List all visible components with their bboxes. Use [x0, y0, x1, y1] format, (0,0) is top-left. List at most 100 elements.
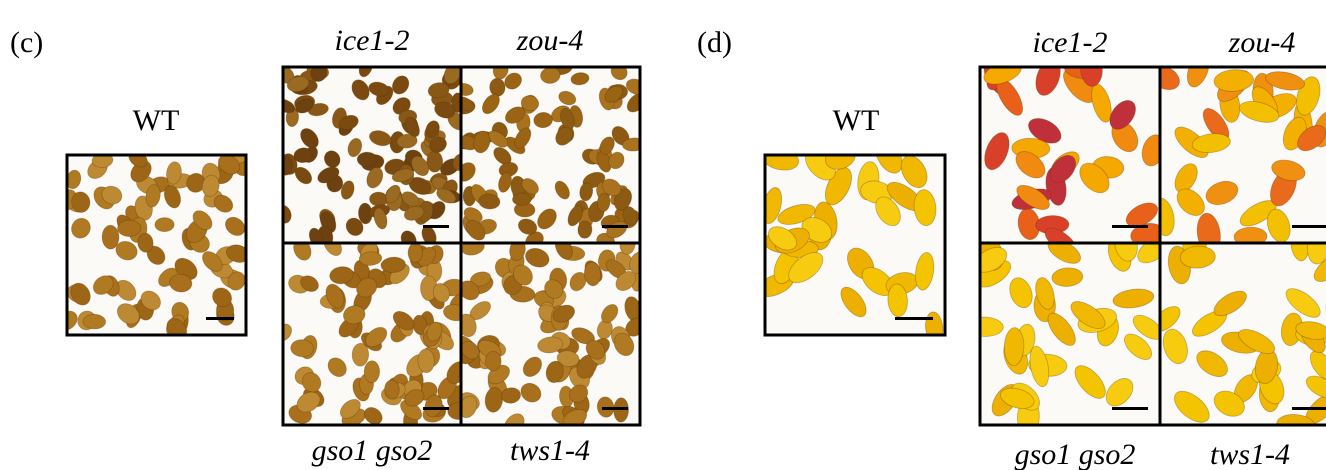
seed: [447, 401, 461, 420]
seed: [525, 248, 550, 268]
seed: [537, 208, 557, 230]
scale-bar: [602, 225, 628, 228]
frame: [65, 153, 248, 337]
seed: [568, 384, 589, 403]
mutant-label: tws1-4: [1210, 438, 1290, 470]
seed: [1130, 223, 1160, 243]
seed: [1265, 71, 1306, 91]
seed: [461, 83, 474, 97]
seed: [347, 137, 363, 158]
seed: [366, 167, 384, 189]
seed: [301, 372, 322, 393]
seed: [363, 407, 383, 425]
seed: [514, 127, 532, 149]
seed: [980, 247, 1008, 273]
seed: [225, 244, 246, 263]
seed: [556, 350, 580, 367]
seed: [1029, 345, 1050, 388]
seed: [512, 192, 532, 206]
seed: [1112, 288, 1155, 309]
seed: [913, 189, 937, 227]
seed: [325, 283, 345, 309]
seed: [116, 303, 140, 325]
seed: [426, 321, 443, 342]
seed: [427, 82, 450, 99]
seed: [604, 85, 624, 103]
seed: [225, 216, 246, 236]
seed: [1162, 328, 1188, 365]
seed: [345, 217, 364, 236]
seed: [1297, 125, 1326, 152]
seed: [339, 399, 361, 419]
seed: [545, 360, 564, 384]
seed: [533, 112, 553, 129]
seed: [130, 160, 152, 183]
scale-bar: [423, 225, 449, 228]
seed: [82, 313, 107, 330]
seed: [1271, 159, 1306, 182]
seed: [137, 232, 154, 253]
seed: [498, 172, 512, 193]
scale-bar: [1112, 407, 1148, 410]
seed: [392, 311, 415, 331]
seed: [1079, 162, 1110, 194]
seed: [1003, 327, 1025, 367]
scale-bar: [895, 317, 933, 320]
seed: [765, 155, 800, 171]
seed: [115, 279, 137, 301]
seed: [599, 136, 615, 155]
seed: [608, 151, 625, 170]
seed: [323, 243, 343, 256]
seed: [71, 191, 91, 213]
seed: [1114, 243, 1138, 262]
seed: [286, 76, 310, 92]
scale-bar: [206, 317, 234, 320]
seed: [1124, 333, 1153, 360]
scale-bar: [1292, 407, 1326, 410]
seed: [1196, 212, 1221, 243]
seed: [517, 218, 538, 235]
seed: [327, 357, 347, 377]
seed: [192, 210, 213, 231]
seed: [91, 155, 114, 168]
seed: [434, 101, 456, 119]
seed: [788, 252, 824, 284]
seed: [522, 356, 543, 377]
seed: [307, 102, 329, 117]
seed: [351, 342, 370, 367]
scale-bar: [423, 407, 449, 410]
seed: [425, 120, 440, 139]
seed: [1176, 188, 1205, 216]
seed: [380, 256, 406, 273]
seed: [1238, 329, 1276, 354]
seed: [384, 379, 400, 400]
seed: [101, 224, 120, 250]
seed-photo: [461, 243, 640, 425]
seed: [461, 395, 478, 419]
mutant-label: ice1-2: [335, 24, 410, 57]
seed: [92, 275, 114, 295]
seed: [1313, 252, 1326, 282]
seed: [520, 95, 540, 112]
seed: [403, 205, 425, 221]
seed: [128, 155, 148, 168]
seed: [554, 180, 570, 200]
seed: [385, 184, 401, 204]
seed: [436, 188, 457, 204]
seed: [504, 106, 526, 124]
seed-photo: [980, 243, 1160, 425]
mutant-label: zou-4: [1228, 26, 1296, 59]
seed: [404, 389, 425, 407]
panel-label: (c): [10, 26, 43, 59]
seed: [544, 279, 564, 299]
seed: [404, 116, 420, 138]
seed: [461, 280, 480, 301]
seed: [391, 168, 415, 183]
seed: [1125, 202, 1159, 227]
seed: [340, 180, 355, 200]
seed: [213, 194, 234, 213]
seed: [363, 360, 380, 384]
seed: [840, 286, 867, 318]
seed: [567, 205, 584, 227]
mutant-label: gso1 gso2: [1015, 438, 1136, 470]
